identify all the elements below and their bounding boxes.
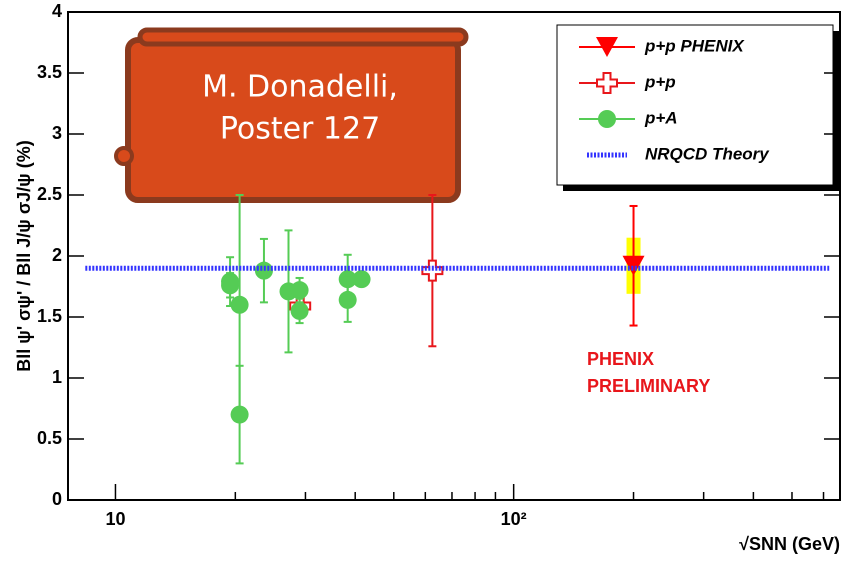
note-text: M. Donadelli, xyxy=(202,70,398,105)
legend-label: p+A xyxy=(644,108,678,127)
note-text: Poster 127 xyxy=(220,112,380,147)
legend-box xyxy=(556,24,834,186)
y-tick-label: 3.5 xyxy=(37,62,62,82)
marker xyxy=(290,301,309,320)
marker xyxy=(230,295,249,314)
legend: p+p PHENIX p+p p+A NRQCD Theory xyxy=(556,24,839,191)
y-axis-label: Bll ψ' σψ' / Bll J/ψ σJ/ψ (%) xyxy=(14,140,34,371)
y-tick-label: 0 xyxy=(52,489,62,509)
marker xyxy=(338,290,357,309)
y-tick-label: 1.5 xyxy=(37,306,62,326)
legend-swatch xyxy=(596,37,618,57)
marker xyxy=(230,405,249,424)
legend-swatch xyxy=(598,110,616,128)
stamp-text: PHENIX xyxy=(587,349,654,369)
scroll-top xyxy=(137,27,469,47)
legend-swatch xyxy=(596,72,618,94)
x-tick-label: 10² xyxy=(501,509,527,529)
y-tick-label: 1 xyxy=(52,367,62,387)
y-tick-label: 2 xyxy=(52,245,62,265)
legend-label: p+p PHENIX xyxy=(644,36,745,55)
y-tick-label: 0.5 xyxy=(37,428,62,448)
note-box: M. Donadelli, Poster 127 xyxy=(114,27,469,203)
y-tick-label: 3 xyxy=(52,123,62,143)
stamp-text: PRELIMINARY xyxy=(587,376,710,396)
marker xyxy=(352,270,371,289)
legend-label: NRQCD Theory xyxy=(645,144,770,163)
scroll-curl xyxy=(114,146,134,166)
legend-label: p+p xyxy=(644,72,676,91)
y-tick-label: 2.5 xyxy=(37,184,62,204)
marker xyxy=(622,255,645,276)
marker xyxy=(221,276,240,295)
x-tick-label: 10 xyxy=(105,509,125,529)
x-axis-label: √SNN (GeV) xyxy=(739,534,840,554)
marker xyxy=(290,281,309,300)
y-tick-label: 4 xyxy=(52,1,62,21)
